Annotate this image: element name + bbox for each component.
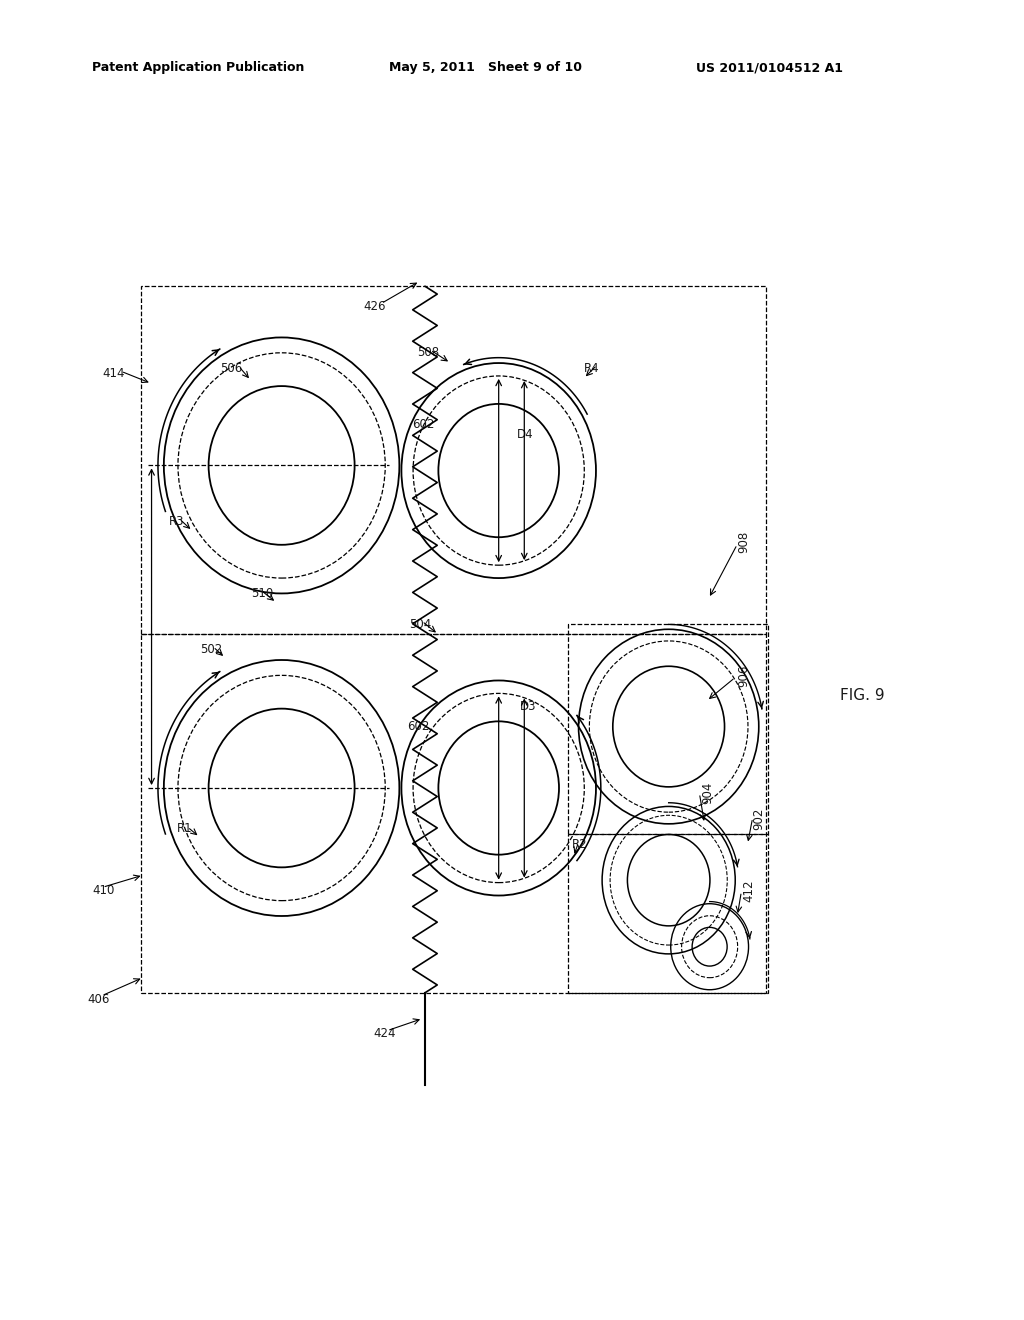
Text: R2: R2 bbox=[571, 838, 587, 851]
Text: 506: 506 bbox=[220, 362, 243, 375]
Text: 410: 410 bbox=[92, 884, 115, 896]
Text: R1: R1 bbox=[177, 822, 193, 836]
Text: US 2011/0104512 A1: US 2011/0104512 A1 bbox=[696, 61, 844, 74]
Text: 508: 508 bbox=[417, 346, 439, 359]
Text: 504: 504 bbox=[410, 618, 432, 631]
Text: 602: 602 bbox=[408, 721, 430, 733]
Text: 502: 502 bbox=[200, 643, 222, 656]
Text: 426: 426 bbox=[364, 300, 386, 313]
Text: 414: 414 bbox=[102, 367, 125, 380]
Text: 602: 602 bbox=[412, 418, 434, 430]
Text: FIG. 9: FIG. 9 bbox=[840, 688, 885, 704]
Text: 406: 406 bbox=[87, 994, 110, 1006]
Text: May 5, 2011   Sheet 9 of 10: May 5, 2011 Sheet 9 of 10 bbox=[389, 61, 582, 74]
Text: 902: 902 bbox=[753, 808, 766, 830]
Text: 424: 424 bbox=[374, 1027, 396, 1040]
Text: D4: D4 bbox=[517, 428, 534, 441]
Text: 906: 906 bbox=[737, 664, 751, 686]
Text: 908: 908 bbox=[737, 531, 751, 553]
Text: R4: R4 bbox=[584, 362, 599, 375]
Text: 904: 904 bbox=[701, 781, 715, 804]
Text: D3: D3 bbox=[520, 700, 537, 713]
Text: 510: 510 bbox=[251, 587, 273, 599]
Text: Patent Application Publication: Patent Application Publication bbox=[92, 61, 304, 74]
Text: 412: 412 bbox=[742, 879, 756, 902]
Text: R3: R3 bbox=[169, 515, 184, 528]
